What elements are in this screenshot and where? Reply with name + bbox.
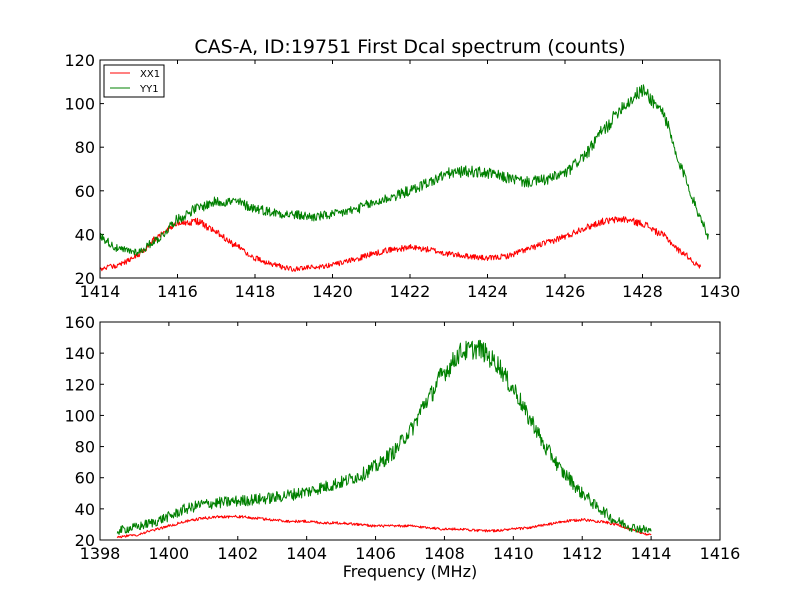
y-tick-label: 120 — [64, 375, 95, 394]
y-tick-label: 20 — [75, 269, 95, 288]
y-tick-label: 100 — [64, 406, 95, 425]
top-chart: CAS-A, ID:19751 First Dcal spectrum (cou… — [64, 36, 740, 301]
legend-box — [103, 64, 165, 98]
series-line-yy1 — [116, 339, 652, 535]
x-tick-label: 1422 — [390, 282, 431, 301]
bottom-chart-ticks: 1398 1400 1402 1404 1406 1408 1410 1412 1414 1416… — [64, 313, 740, 563]
chart-title: CAS-A, ID:19751 First Dcal spectrum (cou… — [194, 36, 625, 58]
x-tick-label: 1414 — [80, 282, 121, 301]
y-tick-label: 120 — [64, 51, 95, 70]
y-tick-label: 20 — [75, 531, 95, 550]
x-tick-label: 1410 — [493, 544, 534, 563]
x-tick-label: 1420 — [312, 282, 353, 301]
y-tick-label: 40 — [75, 500, 95, 519]
x-tick-label: 1418 — [235, 282, 276, 301]
y-tick-label: 80 — [75, 438, 95, 457]
y-tick-label: 140 — [64, 344, 95, 363]
legend: XX1 YY1 — [103, 64, 165, 98]
top-chart-ticks: 1414 1416 1418 1420 1422 1424 1426 1428 1430 20 40… — [64, 51, 740, 301]
x-tick-label: 1406 — [355, 544, 396, 563]
x-tick-label: 1416 — [700, 544, 741, 563]
x-tick-label: 1416 — [157, 282, 198, 301]
x-tick-label: 1408 — [424, 544, 465, 563]
bottom-chart-series — [116, 339, 652, 539]
x-tick-label: 1424 — [467, 282, 508, 301]
bottom-chart: 1398 1400 1402 1404 1406 1408 1410 1412 1414 1416… — [64, 313, 740, 581]
y-tick-label: 160 — [64, 313, 95, 332]
series-line-xx1 — [99, 216, 702, 272]
y-tick-label: 80 — [75, 138, 95, 157]
series-line-yy1 — [99, 84, 709, 256]
bottom-chart-frame — [99, 321, 721, 541]
x-tick-label: 1404 — [286, 544, 327, 563]
x-tick-label: 1428 — [622, 282, 663, 301]
x-tick-label: 1398 — [80, 544, 121, 563]
series-line-xx1 — [116, 514, 652, 539]
x-tick-label: 1400 — [149, 544, 190, 563]
x-tick-label: 1412 — [562, 544, 603, 563]
y-tick-label: 40 — [75, 225, 95, 244]
legend-label-yy1: YY1 — [139, 84, 159, 95]
top-chart-series — [99, 84, 709, 272]
y-tick-label: 100 — [64, 95, 95, 114]
y-tick-label: 60 — [75, 469, 95, 488]
top-chart-frame — [99, 59, 721, 279]
x-tick-label: 1430 — [700, 282, 741, 301]
x-tick-label: 1414 — [631, 544, 672, 563]
legend-label-xx1: XX1 — [140, 69, 160, 80]
y-tick-label: 60 — [75, 182, 95, 201]
x-tick-label: 1402 — [217, 544, 258, 563]
x-axis-label: Frequency (MHz) — [343, 562, 477, 581]
x-tick-label: 1426 — [545, 282, 586, 301]
